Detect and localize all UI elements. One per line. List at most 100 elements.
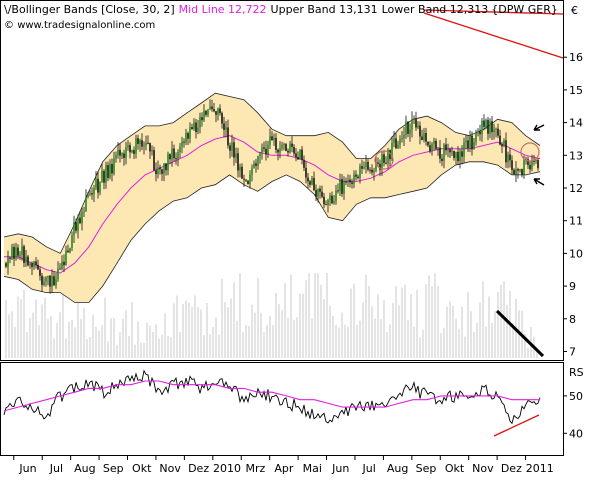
candle-body	[237, 153, 239, 171]
candle-body	[35, 261, 37, 265]
candle-body	[9, 257, 11, 259]
price-tick-label: 16	[569, 51, 583, 64]
candle-body	[433, 140, 435, 144]
month-label: Jul	[362, 462, 376, 475]
candle-body	[395, 138, 397, 149]
candle-body	[75, 222, 77, 231]
candle-body	[287, 150, 289, 153]
candle-body	[163, 163, 165, 174]
candle-body	[127, 145, 129, 148]
copyright-icon: ©	[4, 20, 17, 31]
red-trendline-top-2	[423, 12, 564, 59]
chart-header: \/Bollinger Bands [Close, 30, 2] Mid Line…	[4, 3, 558, 16]
candle-body	[223, 123, 225, 130]
candle-body	[205, 110, 207, 115]
month-label: Aug	[74, 462, 95, 475]
candle-body	[465, 140, 467, 143]
study-icon: \/	[4, 3, 12, 16]
candle-body	[97, 178, 99, 193]
candle-body	[495, 128, 497, 130]
candle-body	[427, 141, 429, 146]
candle-body	[137, 138, 139, 144]
candle-body	[217, 108, 219, 115]
candle-body	[113, 158, 115, 174]
candle-body	[387, 149, 389, 164]
candle-body	[81, 211, 83, 224]
candle-body	[261, 147, 263, 154]
candle-body	[379, 163, 381, 170]
candle-body	[339, 179, 341, 192]
candle-body	[367, 161, 369, 170]
candle-body	[315, 190, 317, 197]
candle-body	[399, 139, 401, 145]
candle-body	[279, 148, 281, 153]
candle-body	[383, 154, 385, 163]
candle-body	[341, 179, 343, 194]
rs-panel-label: RS	[569, 366, 584, 379]
annotations	[374, 9, 564, 437]
candle-body	[381, 154, 383, 170]
month-label: Okt	[132, 462, 152, 475]
rs-tick-label: 40	[569, 427, 583, 440]
candle-body	[323, 196, 325, 205]
candle-body	[451, 150, 453, 153]
candle-body	[417, 125, 419, 128]
candle-body	[345, 181, 347, 183]
candle-body	[257, 156, 259, 166]
rs-panel-frame	[0, 362, 564, 456]
candle-body	[337, 190, 339, 192]
candle-body	[419, 125, 421, 137]
candle-body	[221, 113, 223, 124]
candle-body	[87, 194, 89, 197]
candle-body	[109, 163, 111, 178]
month-label: Apr	[274, 462, 294, 475]
candles	[5, 99, 539, 294]
candle-body	[529, 164, 531, 170]
candle-body	[531, 160, 533, 170]
month-label: Sep	[416, 462, 437, 475]
candle-body	[347, 179, 349, 183]
candle-body	[245, 179, 247, 181]
candle-body	[523, 159, 525, 175]
candle-body	[517, 169, 519, 171]
month-label: Jun	[331, 462, 349, 475]
candle-body	[343, 181, 345, 194]
candle-body	[39, 269, 41, 276]
price-tick-label: 12	[569, 182, 583, 195]
candle-body	[115, 155, 117, 159]
candle-body	[277, 149, 279, 153]
candle-body	[319, 188, 321, 192]
candle-body	[253, 163, 255, 168]
candle-body	[515, 169, 517, 175]
candle-body	[11, 246, 13, 259]
candle-body	[325, 204, 327, 206]
candle-body	[201, 117, 203, 121]
price-tick-label: 7	[569, 345, 576, 358]
month-label: Jul	[49, 462, 63, 475]
candle-body	[435, 140, 437, 149]
candle-body	[305, 167, 307, 178]
candle-body	[199, 117, 201, 128]
candle-body	[457, 151, 459, 162]
candle-body	[275, 137, 277, 150]
candle-body	[107, 165, 109, 178]
candle-body	[455, 151, 457, 158]
candle-body	[369, 169, 371, 171]
candle-body	[509, 154, 511, 161]
candle-body	[351, 182, 353, 184]
upper-band-label: Upper Band 13,131	[271, 3, 378, 16]
candle-body	[77, 217, 79, 231]
candle-body	[373, 170, 375, 173]
candle-body	[125, 147, 127, 158]
candle-body	[273, 137, 275, 141]
candle-body	[263, 147, 265, 149]
candle-body	[407, 121, 409, 134]
candle-body	[437, 147, 439, 149]
candle-body	[377, 162, 379, 164]
candle-body	[43, 281, 45, 285]
month-label: 2010	[213, 462, 241, 475]
candle-body	[123, 153, 125, 158]
red-trendline-top-1	[423, 9, 564, 15]
candle-body	[355, 174, 357, 177]
price-tick-label: 10	[569, 247, 583, 260]
